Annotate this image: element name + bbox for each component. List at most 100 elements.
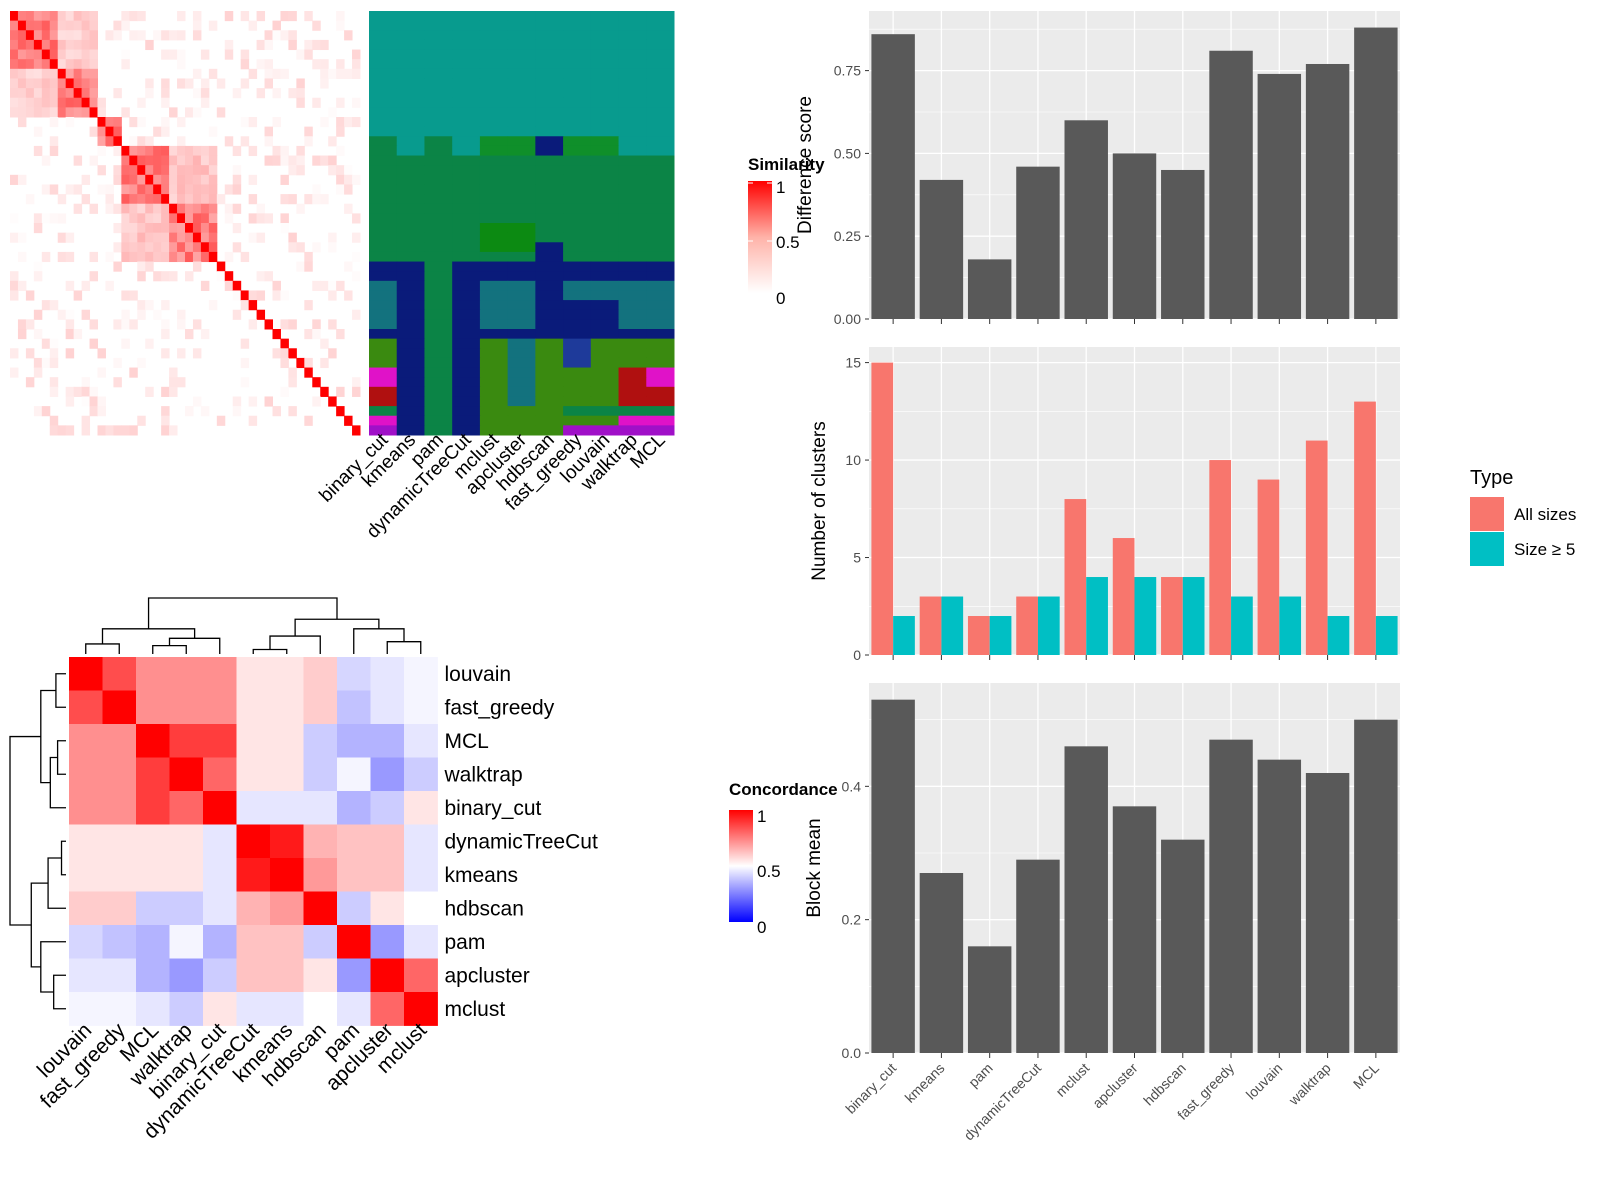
similarity-cell (169, 251, 178, 263)
similarity-cell (89, 59, 98, 70)
similarity-cell (224, 203, 234, 214)
label-cell (507, 117, 536, 128)
label-cell (369, 280, 398, 291)
label-cell (369, 59, 398, 70)
label-cell (369, 377, 398, 388)
similarity-cell (352, 377, 361, 388)
similarity-cell (121, 20, 130, 31)
concordance-cell (404, 891, 438, 926)
similarity-cell (49, 97, 59, 108)
similarity-cell (145, 39, 154, 51)
label-cell (369, 78, 398, 89)
label-cell (452, 145, 481, 157)
label-cell (452, 11, 481, 22)
similarity-cell (216, 107, 226, 118)
concordance-row-label: kmeans (445, 864, 519, 887)
bar-size-ge5 (1231, 596, 1253, 655)
label-cell (452, 309, 481, 320)
bar-size-ge5 (989, 616, 1012, 655)
similarity-cell (288, 367, 297, 378)
label-cell (396, 11, 425, 22)
label-cell (479, 117, 509, 128)
similarity-cell (248, 145, 258, 157)
label-cell (452, 68, 481, 79)
label-cell (424, 251, 453, 263)
similarity-cell (33, 88, 43, 99)
concordance-cell (203, 690, 237, 725)
concordance-cell (169, 858, 204, 892)
similarity-cell (264, 68, 273, 79)
similarity-cell (105, 425, 114, 436)
bar-all-sizes (1112, 538, 1135, 655)
label-cell (618, 174, 647, 185)
concordance-cell (337, 992, 371, 1026)
similarity-cell (272, 117, 281, 128)
similarity-cell (41, 251, 51, 263)
label-cell (452, 78, 481, 89)
similarity-cell (137, 11, 146, 22)
similarity-cell (328, 155, 337, 166)
label-cell (618, 213, 647, 224)
label-cell (452, 88, 481, 99)
label-cell (396, 165, 425, 176)
label-cell (424, 30, 453, 41)
similarity-cell (89, 49, 98, 60)
label-cell (618, 39, 647, 51)
similarity-cell (113, 377, 122, 388)
similarity-cell (81, 39, 91, 51)
label-cell (479, 49, 509, 60)
label-cell (369, 348, 398, 359)
label-cell (507, 184, 536, 195)
concordance-cell (236, 757, 271, 792)
similarity-cell (17, 319, 27, 330)
bar-all-sizes (967, 616, 990, 655)
label-cell (563, 213, 592, 224)
label-cell (618, 30, 647, 41)
label-cell (479, 251, 509, 263)
similarity-cell (352, 49, 361, 60)
label-cell (646, 107, 675, 118)
label-cell (563, 78, 592, 89)
similarity-cell (89, 78, 98, 89)
similarity-cell (232, 280, 242, 291)
similarity-cell (49, 377, 59, 388)
similarity-cell (33, 223, 43, 234)
similarity-cell (161, 329, 170, 340)
concordance-cell (102, 925, 137, 959)
similarity-cell (65, 78, 75, 89)
similarity-cell (41, 97, 51, 108)
similarity-cell (73, 184, 83, 195)
label-cell (535, 39, 564, 51)
similarity-cell (65, 11, 75, 22)
similarity-cell (145, 155, 154, 166)
label-cell (452, 329, 481, 340)
similarity-cell (224, 271, 234, 282)
concordance-cell (203, 925, 237, 959)
label-cell (396, 406, 425, 417)
concordance-cell (236, 724, 271, 758)
label-cell (590, 396, 620, 407)
label-cell (424, 117, 453, 128)
similarity-cell (232, 396, 242, 407)
label-cell (507, 78, 536, 89)
label-cell (590, 165, 620, 176)
similarity-cell (352, 117, 361, 128)
label-cell (646, 126, 675, 137)
similarity-cell (248, 232, 258, 243)
label-cell (535, 174, 564, 185)
label-cell (563, 203, 592, 214)
label-cell (452, 261, 481, 272)
concordance-cell (370, 925, 405, 959)
similarity-cell (73, 203, 83, 214)
similarity-cell (129, 290, 138, 301)
label-cell (424, 174, 453, 185)
x-tick-label: binary_cut (842, 1060, 899, 1117)
label-cell (452, 136, 481, 147)
label-cell (563, 30, 592, 41)
concordance-row-label: MCL (445, 730, 489, 753)
similarity-cell (280, 11, 289, 22)
similarity-cell (200, 97, 210, 108)
similarity-cell (177, 117, 186, 128)
similarity-cell (97, 145, 106, 157)
similarity-cell (256, 59, 266, 70)
